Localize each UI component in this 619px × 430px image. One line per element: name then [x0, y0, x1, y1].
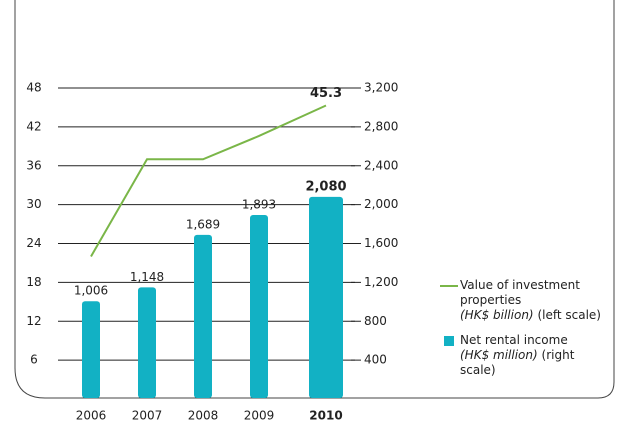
y2-tick-label: 2,400: [364, 158, 398, 172]
value-label: 1,148: [130, 270, 164, 284]
x-tick-label: 2006: [76, 409, 107, 423]
y-tick-label: 36: [26, 158, 41, 172]
legend-unit: (HK$ million): [460, 348, 538, 362]
value-label: 1,006: [74, 284, 108, 298]
legend: Value of investment properties (HK$ bill…: [440, 278, 610, 378]
legend-item: Value of investment properties (HK$ bill…: [440, 278, 610, 323]
bar: [194, 234, 212, 398]
value-label: 45.3: [310, 86, 342, 101]
bar: [250, 215, 268, 398]
line: [90, 104, 327, 257]
y2-tick-label: 1,200: [364, 275, 398, 289]
y2-tick-label: 2,800: [364, 119, 398, 133]
legend-label: Value of investment properties: [460, 278, 580, 307]
x-tick-label: 2010: [309, 409, 342, 423]
y2-tick-label: 800: [364, 314, 387, 328]
y2-tick-label: 2,000: [364, 197, 398, 211]
bar: [309, 196, 343, 398]
y2-tick-label: 1,600: [364, 236, 398, 250]
legend-unit: (HK$ billion): [460, 308, 534, 322]
x-tick-label: 2008: [188, 409, 219, 423]
legend-item: Net rental income (HK$ million) (right s…: [440, 333, 610, 378]
y-tick-label: 18: [26, 275, 41, 289]
y-tick-label: 12: [26, 314, 41, 328]
legend-note: (left scale): [537, 308, 601, 322]
value-label: 1,893: [242, 198, 276, 212]
x-tick-label: 2009: [244, 409, 275, 423]
value-label: 1,689: [186, 217, 220, 231]
value-label: 2,080: [305, 179, 346, 194]
y-tick-label: 42: [26, 119, 41, 133]
y-tick-label: 6: [30, 353, 38, 367]
legend-swatch: [440, 285, 458, 287]
y2-tick-label: 3,200: [364, 81, 398, 95]
legend-swatch: [444, 336, 454, 346]
x-tick-label: 2007: [132, 409, 163, 423]
bar: [138, 287, 156, 398]
y-tick-label: 48: [26, 81, 41, 95]
y-tick-label: 30: [26, 197, 41, 211]
legend-label: Net rental income: [460, 333, 568, 347]
legend-note: (right scale): [460, 348, 575, 377]
y-tick-label: 24: [26, 236, 41, 250]
bar: [82, 301, 100, 398]
y2-tick-label: 400: [364, 353, 387, 367]
